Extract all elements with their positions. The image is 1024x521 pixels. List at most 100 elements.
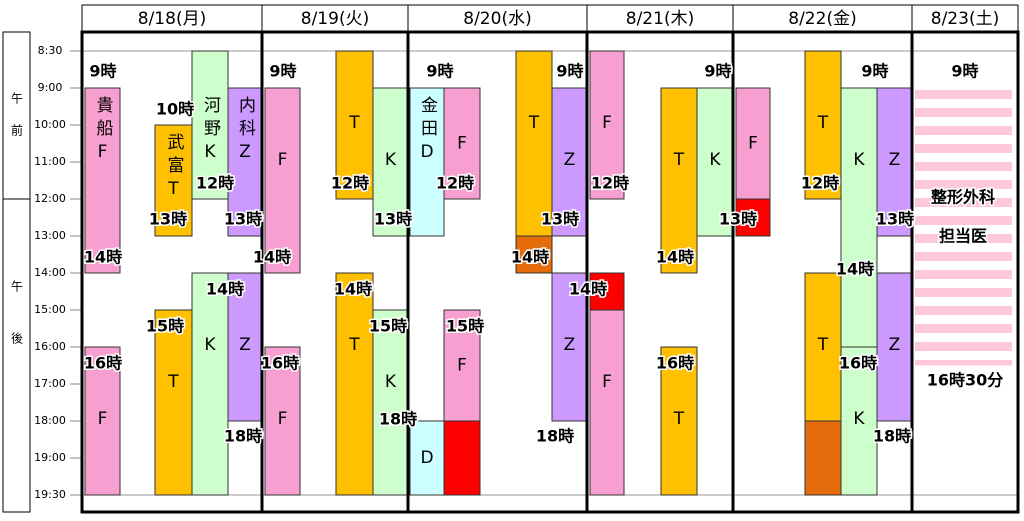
schedule-block [84, 346, 121, 496]
time-row-label: 12:00 [34, 192, 66, 205]
schedule-block [660, 346, 698, 496]
header-date: 8/22(金) [788, 9, 856, 29]
block-label: K [204, 335, 216, 355]
time-label: 13時 [876, 210, 914, 229]
saturday-block [915, 88, 1012, 366]
time-label: 12時 [331, 174, 369, 193]
time-label: 18時 [873, 427, 911, 446]
time-label: 16時 [84, 354, 122, 373]
time-label: 18時 [379, 410, 417, 429]
block-label: F [278, 409, 288, 429]
time-row-label: 13:00 [34, 229, 66, 242]
time-label: 16時 [656, 354, 694, 373]
schedule-block [589, 309, 625, 496]
time-label: 14時 [334, 280, 372, 299]
time-row-label: 8:30 [38, 44, 63, 57]
time-label: 12時 [801, 174, 839, 193]
time-label: 16時 [839, 354, 877, 373]
block-label: 貴船F [93, 96, 114, 168]
block-label: F [457, 134, 467, 154]
time-label: 12時 [436, 174, 474, 193]
block-label: Z [239, 335, 251, 355]
schedule-block [84, 87, 121, 274]
block-label: F [602, 372, 612, 392]
block-label: T [348, 335, 360, 355]
time-label: 9時 [426, 62, 453, 81]
schedule-block [443, 420, 481, 496]
block-label: 内科Z [235, 96, 256, 168]
saturday-title: 整形外科 [930, 188, 995, 207]
time-label: 18時 [224, 427, 262, 446]
schedule-block [660, 87, 698, 274]
header-date: 8/18(月) [138, 9, 206, 29]
schedule-block [515, 235, 553, 274]
time-label: 9時 [861, 62, 888, 81]
time-label: 9時 [704, 62, 731, 81]
time-label: 18時 [536, 427, 574, 446]
block-label: Z [564, 150, 576, 170]
time-label: 15時 [369, 317, 407, 336]
block-label: K [385, 372, 397, 392]
block-label: K [385, 150, 397, 170]
block-label: T [673, 150, 685, 170]
schedule-block [264, 87, 301, 274]
time-row-label: 18:00 [34, 414, 66, 427]
schedule-block [409, 420, 445, 496]
time-label: 14時 [656, 248, 694, 267]
header-cell [407, 4, 588, 33]
schedule-block [154, 124, 193, 237]
time-label: 9時 [556, 62, 583, 81]
schedule-block [735, 198, 771, 237]
time-label: 13時 [876, 210, 914, 229]
schedule-block [735, 87, 771, 200]
time-row-label: 10:00 [34, 118, 66, 131]
time-label: 16時30分 [927, 371, 1004, 390]
block-label: T [348, 113, 360, 133]
time-label: 13時 [541, 210, 579, 229]
time-label: 15時 [446, 317, 484, 336]
schedule-block [515, 50, 553, 237]
time-label: 13時 [224, 210, 262, 229]
header-cell [81, 4, 263, 33]
schedule-block [191, 50, 229, 200]
am-label: 午前 [10, 92, 24, 156]
schedule-block [443, 87, 481, 200]
time-row-label: 19:00 [34, 451, 66, 464]
block-label: F [748, 134, 758, 154]
schedule-block [804, 272, 842, 422]
block-label: D [420, 448, 433, 468]
time-label: 14時 [253, 248, 291, 267]
schedule-block [154, 309, 193, 496]
schedule-block [443, 309, 481, 422]
time-row-label: 11:00 [34, 155, 66, 168]
schedule-block [551, 272, 588, 422]
time-label: 14時 [511, 248, 549, 267]
block-label: K [853, 409, 865, 429]
schedule-block [804, 50, 842, 200]
time-label: 14時 [569, 280, 607, 299]
schedule-block [264, 346, 301, 496]
time-label: 10時 [156, 100, 194, 119]
schedule-block [840, 346, 878, 496]
header-date: 8/21(木) [626, 9, 694, 29]
time-row-label: 17:00 [34, 377, 66, 390]
schedule-block [804, 420, 842, 496]
header-date: 8/20(水) [463, 9, 531, 29]
time-row-label: 19:30 [34, 488, 66, 501]
block-label: T [817, 335, 829, 355]
block-label: 金田D [417, 96, 438, 168]
schedule-block [551, 87, 588, 237]
block-label: 武富T [164, 133, 185, 205]
block-label: K [709, 150, 721, 170]
block-label: T [673, 409, 685, 429]
header-date: 8/19(火) [301, 9, 369, 29]
block-label: 河野K [200, 96, 221, 168]
time-label: 13時 [374, 210, 412, 229]
schedule-block [840, 87, 878, 348]
time-row-label: 15:00 [34, 303, 66, 316]
block-label: T [817, 113, 829, 133]
time-label: 16時 [261, 354, 299, 373]
header-cell [261, 4, 409, 33]
time-row-label: 16:00 [34, 340, 66, 353]
